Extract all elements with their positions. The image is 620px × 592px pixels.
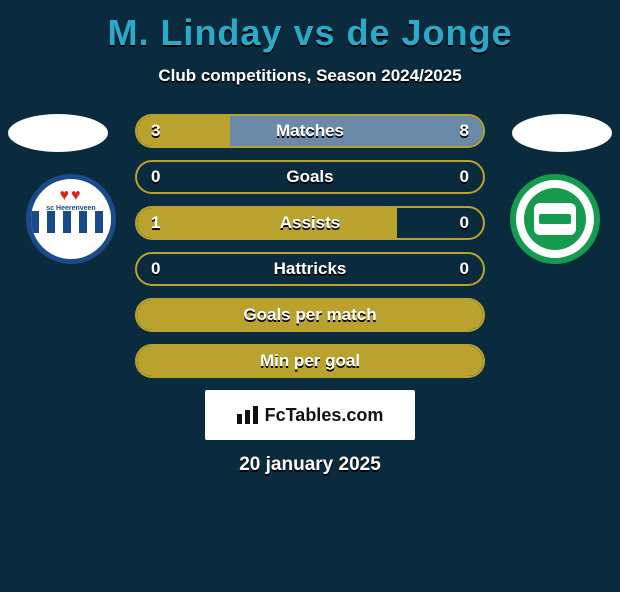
stat-row: 3 8 Matches: [135, 114, 485, 148]
stat-label: Goals per match: [243, 305, 376, 325]
stats-list: 3 8 Matches 0 0 Goals 1 0 Assists 0 0 Hattricks Goal…: [135, 114, 485, 378]
stat-row: Goals per match: [135, 298, 485, 332]
stat-label: Assists: [280, 213, 340, 233]
heerenveen-badge-icon: ♥♥ sc Heerenveen: [26, 174, 116, 264]
brand-text: FcTables.com: [265, 405, 384, 426]
stat-value-right: 8: [460, 121, 469, 141]
player-photo-right-placeholder: [512, 114, 612, 152]
comparison-panel: ♥♥ sc Heerenveen 3 8 Matches 0 0 Goals 1 0 Assis…: [0, 114, 620, 476]
club-badge-right: [510, 174, 600, 264]
stat-fill-right: [230, 116, 483, 146]
stat-value-right: 0: [460, 167, 469, 187]
brand-chart-icon: [237, 406, 259, 424]
stat-row: 0 0 Goals: [135, 160, 485, 194]
stat-value-left: 0: [151, 167, 160, 187]
stat-label: Min per goal: [260, 351, 360, 371]
stat-value-right: 0: [460, 259, 469, 279]
stat-value-left: 3: [151, 121, 160, 141]
stat-row: 0 0 Hattricks: [135, 252, 485, 286]
stat-row: 1 0 Assists: [135, 206, 485, 240]
stat-value-right: 0: [460, 213, 469, 233]
page-title: M. Linday vs de Jonge: [0, 12, 620, 54]
club-badge-left: ♥♥ sc Heerenveen: [26, 174, 116, 264]
stat-value-left: 0: [151, 259, 160, 279]
player-photo-left-placeholder: [8, 114, 108, 152]
stat-row: Min per goal: [135, 344, 485, 378]
stat-label: Hattricks: [274, 259, 347, 279]
stat-label: Matches: [276, 121, 344, 141]
brand-box: FcTables.com: [205, 390, 415, 440]
stat-fill-left: [137, 208, 397, 238]
stat-value-left: 1: [151, 213, 160, 233]
stat-label: Goals: [286, 167, 333, 187]
date-label: 20 january 2025: [0, 454, 620, 476]
subtitle: Club competitions, Season 2024/2025: [0, 66, 620, 86]
groningen-badge-icon: [510, 174, 600, 264]
